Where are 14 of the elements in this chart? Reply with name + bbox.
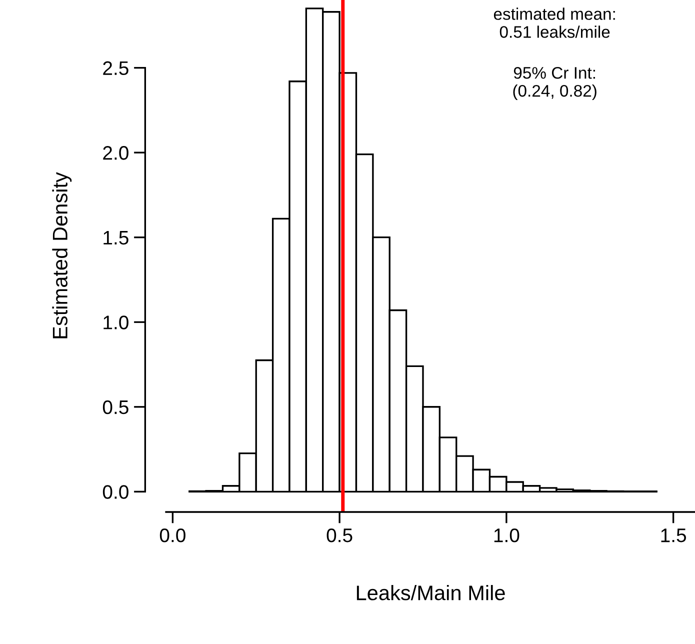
y-tick-label: 0.5: [102, 400, 128, 414]
y-tick-label: 2.5: [103, 61, 128, 76]
x-tick-label: 1.0: [494, 528, 520, 542]
y-axis-title: Estimated Density: [52, 172, 72, 338]
x-axis-title: Leaks/Main Mile: [356, 584, 505, 600]
annotation: 95% Cr Int: (0.24, 0.82): [513, 67, 596, 100]
x-tick-label: 0.5: [326, 528, 352, 542]
x-tick-label: 0.0: [160, 528, 186, 542]
annotation: estimated mean: 0.51 leaks/mile: [494, 8, 615, 38]
x-tick-label: 1.5: [661, 528, 686, 542]
y-tick-label: 1.5: [104, 231, 128, 245]
y-tick-label: 1.0: [104, 316, 128, 330]
y-tick-label: 2.0: [103, 146, 128, 160]
y-tick-label: 0.0: [102, 485, 128, 499]
